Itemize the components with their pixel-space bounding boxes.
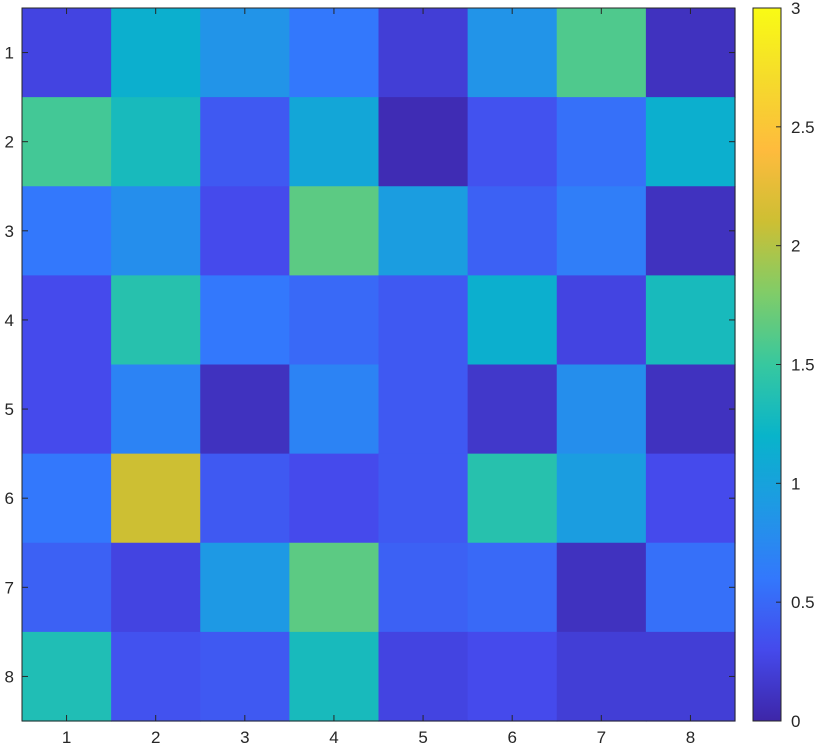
x-tick-label: 1 bbox=[62, 728, 71, 747]
heatmap-cell bbox=[556, 542, 647, 633]
y-tick-label: 6 bbox=[5, 489, 14, 508]
heatmap-cell bbox=[645, 542, 736, 633]
heatmap-cell bbox=[556, 275, 647, 366]
colorbar-tick-label: 1.5 bbox=[791, 356, 815, 375]
heatmap-cell bbox=[378, 631, 469, 722]
heatmap-cell bbox=[467, 364, 558, 455]
heatmap-cell bbox=[556, 8, 647, 98]
heatmap-cell bbox=[467, 631, 558, 722]
y-tick-label: 3 bbox=[5, 222, 14, 241]
heatmap-cell bbox=[645, 364, 736, 455]
heatmap-cell bbox=[22, 275, 112, 366]
heatmap-cell bbox=[378, 97, 469, 187]
heatmap-cell bbox=[22, 453, 112, 544]
colorbar-tick-label: 2.5 bbox=[791, 118, 815, 137]
heatmap-cell bbox=[200, 453, 290, 544]
x-axis: 1 2 3 4 5 6 7 8 bbox=[62, 8, 695, 747]
colorbar-tick-label: 0.5 bbox=[791, 593, 815, 612]
x-tick-label: 2 bbox=[151, 728, 160, 747]
heatmap-cell bbox=[645, 275, 736, 366]
heatmap-cell bbox=[200, 8, 290, 98]
colorbar-tick-label: 2 bbox=[791, 237, 800, 256]
heatmap-cell bbox=[200, 542, 290, 633]
heatmap-cell bbox=[200, 186, 290, 276]
x-tick-label: 7 bbox=[597, 728, 606, 747]
heatmap-cell bbox=[378, 364, 469, 455]
y-tick-label: 4 bbox=[5, 311, 14, 330]
heatmap-cell bbox=[111, 631, 201, 722]
heatmap-cell bbox=[200, 631, 290, 722]
heatmap-cell bbox=[467, 275, 558, 366]
heatmap-cell bbox=[556, 631, 647, 722]
heatmap-cell bbox=[289, 364, 380, 455]
plot-frame bbox=[21, 7, 736, 722]
heatmap-cell bbox=[556, 186, 647, 276]
heatmap-cells bbox=[22, 8, 736, 722]
heatmap-cell bbox=[378, 453, 469, 544]
heatmap-cell bbox=[111, 364, 201, 455]
heatmap-cell bbox=[22, 631, 112, 722]
heatmap-cell bbox=[200, 97, 290, 187]
colorbar-axis: 0 0.5 1 1.5 2 2.5 3 bbox=[776, 0, 815, 731]
heatmap-cell bbox=[200, 364, 290, 455]
heatmap-cell bbox=[378, 542, 469, 633]
heatmap-cell bbox=[556, 453, 647, 544]
heatmap-cell bbox=[111, 186, 201, 276]
x-tick-label: 6 bbox=[507, 728, 516, 747]
heatmap-cell bbox=[467, 8, 558, 98]
heatmap-cell bbox=[556, 97, 647, 187]
heatmap-cell bbox=[289, 542, 380, 633]
y-tick-label: 8 bbox=[5, 667, 14, 686]
x-tick-label: 5 bbox=[418, 728, 427, 747]
heatmap-cell bbox=[467, 453, 558, 544]
heatmap-cell bbox=[467, 542, 558, 633]
heatmap-cell bbox=[22, 97, 112, 187]
y-tick-label: 7 bbox=[5, 578, 14, 597]
heatmap-cell bbox=[289, 631, 380, 722]
colorbar-tick-label: 3 bbox=[791, 0, 800, 18]
y-tick-label: 5 bbox=[5, 400, 14, 419]
heatmap-cell bbox=[289, 97, 380, 187]
y-axis: 1 2 3 4 5 6 7 8 bbox=[5, 44, 735, 686]
colorbar-tick-label: 0 bbox=[791, 712, 800, 731]
heatmap-cell bbox=[22, 542, 112, 633]
x-tick-label: 3 bbox=[240, 728, 249, 747]
heatmap-cell bbox=[378, 8, 469, 98]
y-tick-label: 1 bbox=[5, 44, 14, 63]
heatmap-cell bbox=[645, 631, 736, 722]
heatmap-cell bbox=[111, 8, 201, 98]
heatmap-cell bbox=[645, 8, 736, 98]
heatmap-cell bbox=[467, 97, 558, 187]
heatmap-cell bbox=[111, 453, 201, 544]
y-tick-label: 2 bbox=[5, 133, 14, 152]
heatmap-cell bbox=[467, 186, 558, 276]
heatmap-cell bbox=[378, 275, 469, 366]
x-tick-label: 4 bbox=[329, 728, 338, 747]
heatmap-cell bbox=[289, 453, 380, 544]
heatmap-cell bbox=[22, 8, 112, 98]
x-tick-label: 8 bbox=[686, 728, 695, 747]
heatmap-cell bbox=[289, 275, 380, 366]
heatmap-cell bbox=[111, 97, 201, 187]
heatmap-cell bbox=[289, 186, 380, 276]
heatmap-cell bbox=[645, 97, 736, 187]
heatmap-cell bbox=[200, 275, 290, 366]
heatmap-cell bbox=[22, 364, 112, 455]
heatmap-cell bbox=[645, 186, 736, 276]
heatmap-cell bbox=[111, 542, 201, 633]
heatmap-cell bbox=[556, 364, 647, 455]
heatmap-cell bbox=[22, 186, 112, 276]
heatmap-cell bbox=[378, 186, 469, 276]
heatmap-cell bbox=[111, 275, 201, 366]
heatmap-cell bbox=[645, 453, 736, 544]
colorbar-tick-label: 1 bbox=[791, 474, 800, 493]
heatmap-cell bbox=[289, 8, 380, 98]
